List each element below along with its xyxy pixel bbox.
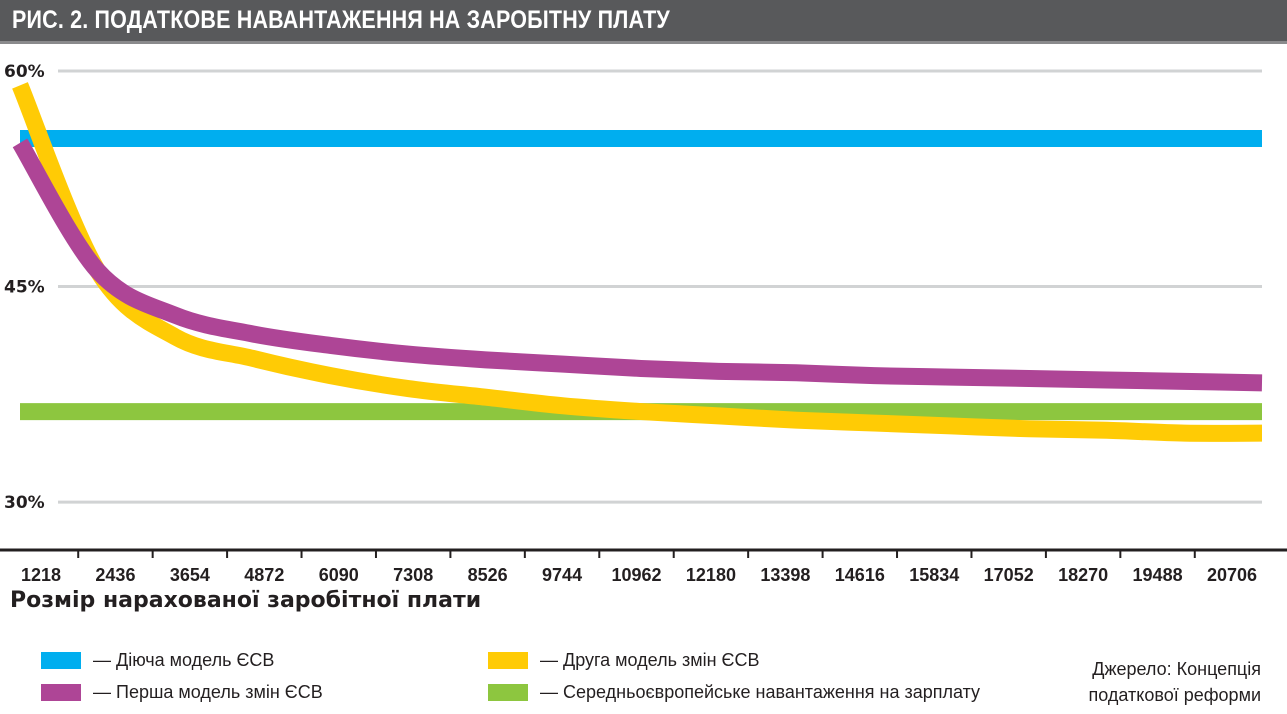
chart-plot: 60% 45% 30% 1218 2436 3654 4872 6090 7308 8526 97… [0,62,1287,584]
y-tick-label: 60% [4,62,45,82]
x-tick-label: 12180 [686,565,736,584]
legend-item-european-average: — Середньоєвропейське навантаження на за… [488,682,980,703]
legend-swatch-blue [41,652,81,669]
x-tick-label: 4872 [244,565,284,584]
x-tick-label: 17052 [984,565,1034,584]
x-tick-label: 20706 [1207,565,1257,584]
chart-title: РИС. 2. ПОДАТКОВЕ НАВАНТАЖЕННЯ НА ЗАРОБІ… [12,6,670,34]
x-tick-label: 19488 [1133,565,1183,584]
series-second-model [12,82,1263,442]
x-tick-label: 7308 [393,565,433,584]
x-tick-labels: 1218 2436 3654 4872 6090 7308 8526 9744 10962 121… [21,565,1257,584]
legend-swatch-purple [41,684,81,701]
series-first-model [12,138,1263,392]
legend-item-second-model: — Друга модель змін ЄСВ [488,650,759,671]
x-tick-label: 2436 [95,565,135,584]
x-tick-label: 15834 [909,565,959,584]
x-tick-label: 13398 [760,565,810,584]
grid-lines [58,69,1262,504]
y-tick-labels: 60% 45% 30% [4,62,45,513]
legend-swatch-green [488,684,528,701]
legend-item-current-model: — Діюча модель ЄСВ [41,650,274,671]
x-tick-label: 10962 [611,565,661,584]
x-tick-label: 3654 [170,565,210,584]
x-tick-label: 1218 [21,565,61,584]
legend-label: — Діюча модель ЄСВ [93,650,275,670]
legend-label: — Перша модель змін ЄСВ [93,682,323,702]
x-axis-label: Розмір нарахованої заробітної плати [10,588,482,613]
source-line-1: Джерело: Концепція [1092,659,1261,679]
source-line-2: податкової реформи [1088,685,1261,705]
legend-label: — Середньоєвропейське навантаження на за… [540,682,981,702]
x-tick-label: 14616 [835,565,885,584]
title-bar: РИС. 2. ПОДАТКОВЕ НАВАНТАЖЕННЯ НА ЗАРОБІ… [0,0,1287,44]
series-lines [12,82,1263,442]
legend-item-first-model: — Перша модель змін ЄСВ [41,682,323,703]
y-tick-label: 30% [4,493,45,513]
x-tick-label: 18270 [1058,565,1108,584]
y-tick-label: 45% [4,278,45,298]
x-tick-label: 8526 [468,565,508,584]
source-note: Джерело: Концепція податкової реформи [1066,656,1261,708]
legend-swatch-yellow [488,652,528,669]
legend-label: — Друга модель змін ЄСВ [540,650,760,670]
x-tick-label: 9744 [542,565,582,584]
x-axis [0,548,1287,558]
x-tick-label: 6090 [319,565,359,584]
